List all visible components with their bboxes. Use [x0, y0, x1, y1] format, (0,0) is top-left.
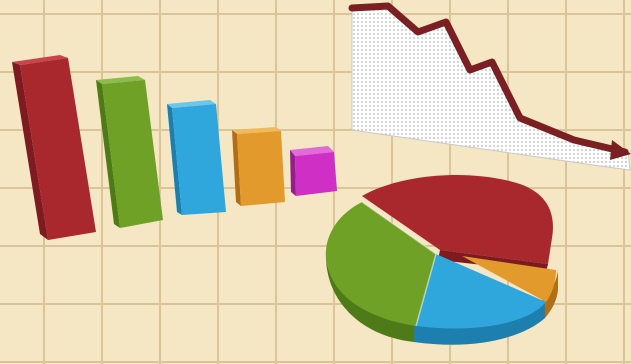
- arrow-head: [610, 140, 631, 160]
- bar-chart-3d: [12, 55, 337, 240]
- bar-red: [12, 55, 96, 240]
- pie-side-blue: [414, 298, 545, 345]
- pie-slice-blue: [416, 254, 546, 329]
- pie-side-orange: [545, 270, 558, 318]
- pie-slice-red: [362, 174, 553, 264]
- bar-blue: [167, 100, 226, 215]
- pie-slice-orange: [462, 256, 556, 302]
- pie-chart-3d: [325, 174, 558, 345]
- bar-orange: [232, 127, 285, 206]
- line-chart-panel: [348, 2, 631, 171]
- trend-line: [348, 2, 629, 156]
- bar-magenta: [290, 146, 337, 196]
- pie-slice-green: [325, 202, 436, 326]
- bar-green: [96, 76, 163, 228]
